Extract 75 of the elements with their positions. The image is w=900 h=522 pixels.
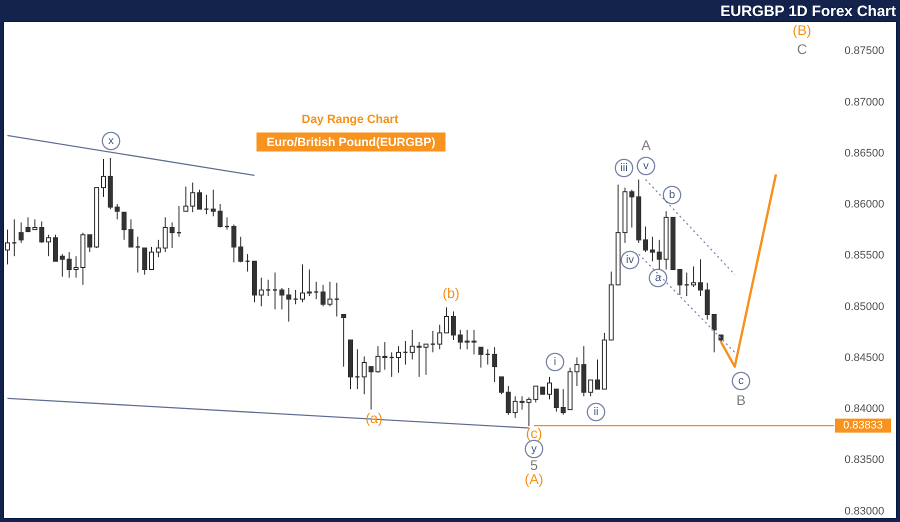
y-tick-label: 0.86500 [844,147,884,160]
candlestick [472,329,477,355]
candlestick [498,376,504,395]
candlestick [74,256,79,278]
candlestick [396,346,402,374]
candlestick [450,310,456,341]
candlestick [526,396,532,426]
annotation: (B) [792,22,812,38]
annotation: ii [594,406,598,418]
candlestick [26,216,31,232]
text: Day Range Chart [302,112,398,126]
candlestick [382,342,388,370]
candlestick [444,306,450,334]
y-tick-label: 0.83000 [844,505,884,518]
candlestick [574,356,580,387]
candlestick [437,324,442,350]
candlestick [142,248,148,276]
candlestick [375,346,380,374]
candlestick [18,222,24,244]
candlestick [279,287,284,310]
y-tick-label: 0.84000 [844,403,884,416]
annotation: (A) [524,471,544,487]
candlestick [492,346,498,382]
annotation: a [654,272,662,284]
annotation: A [641,137,652,153]
candlestick [46,234,52,257]
candlestick [149,246,154,270]
candlestick [197,189,202,210]
candlestick [368,366,374,410]
y-tick-label: 0.87500 [844,45,884,58]
candlestick [286,287,292,322]
annotation: (c) [526,425,542,441]
candlestick [320,284,326,307]
candlestick [122,212,127,240]
candlestick [362,356,367,395]
annotation: v [643,160,650,172]
y-tick-label: 0.85500 [844,250,884,262]
y-tick-label: 0.86000 [844,198,884,211]
annotation: iv [626,254,634,266]
candlestick [300,264,305,303]
annotation: B [736,392,746,408]
candlestick [306,268,312,297]
candlestick [677,268,682,296]
candlestick [423,344,428,376]
annotation: b [668,189,676,201]
y-tick-label: 0.84500 [844,352,884,364]
ref-line-label: 0.83833 [843,420,883,432]
candlestick [478,346,484,368]
candlestick [341,314,346,368]
annotation: Euro/British Pound(EURGBP) [266,135,436,149]
candlestick [327,281,332,307]
y-tick-label: 0.87000 [844,96,884,108]
candlestick [595,358,600,390]
chart-title: EURGBP 1D Forex Chart [720,3,896,20]
annotation: (b) [442,285,460,301]
candlestick [100,158,106,198]
candlestick [643,226,648,253]
annotation: 5 [530,457,538,473]
candlestick [258,277,264,307]
y-tick-label: 0.85000 [844,300,884,313]
candlestick [650,236,655,262]
annotation: y [531,443,538,455]
candlestick [698,258,703,297]
candlestick [128,218,134,248]
y-tick-label: 0.83500 [844,454,884,466]
annotation: C [796,41,808,57]
annotation: iii [620,162,628,174]
candlestick [52,234,58,262]
annotation: x [108,135,114,147]
annotation: c [738,375,744,387]
candlestick [691,266,696,288]
candlestick [520,396,525,410]
annotation: i [554,356,556,368]
candlestick [170,222,175,249]
candlestick [546,376,552,400]
